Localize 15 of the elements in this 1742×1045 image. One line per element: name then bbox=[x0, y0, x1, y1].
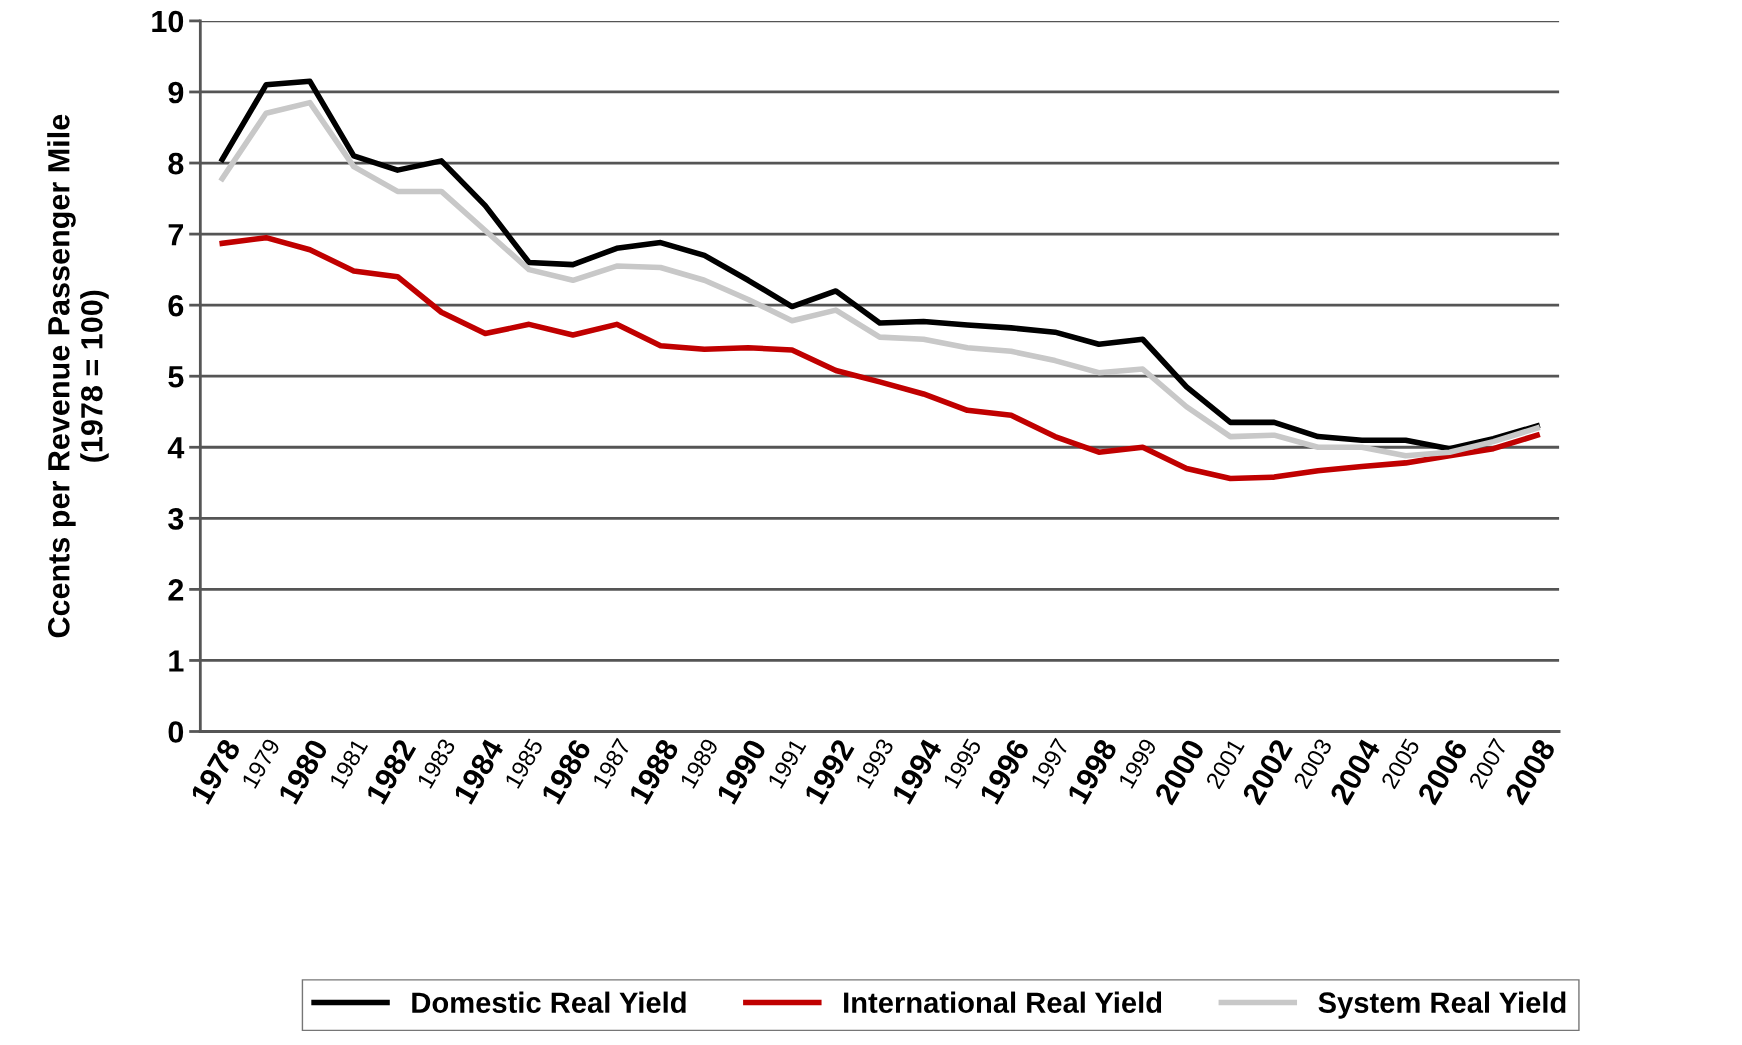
y-tick-label: 1 bbox=[169, 650, 184, 672]
y-tick-label: 0 bbox=[168, 721, 184, 743]
y-tick-label: 9 bbox=[168, 81, 184, 104]
y-tick-label: 2 bbox=[168, 579, 184, 601]
y-tick-label: 4 bbox=[167, 437, 185, 459]
y-tick-label: 7 bbox=[168, 224, 184, 246]
y-tick-label: 6 bbox=[168, 294, 184, 317]
legend-label: Domestic Real Yield bbox=[412, 991, 686, 1013]
legend-label: International Real Yield bbox=[844, 991, 1162, 1013]
y-tick-label: 3 bbox=[168, 508, 184, 530]
y-tick-label: 5 bbox=[168, 366, 184, 388]
y-axis-title: Ccents per Revenue Passenger Mile (1978 = 100) bbox=[47, 114, 109, 638]
legend-label: System Real Yield bbox=[1318, 991, 1566, 1019]
y-tick-label: 8 bbox=[168, 152, 184, 175]
y-tick-label: 10 bbox=[152, 10, 184, 33]
